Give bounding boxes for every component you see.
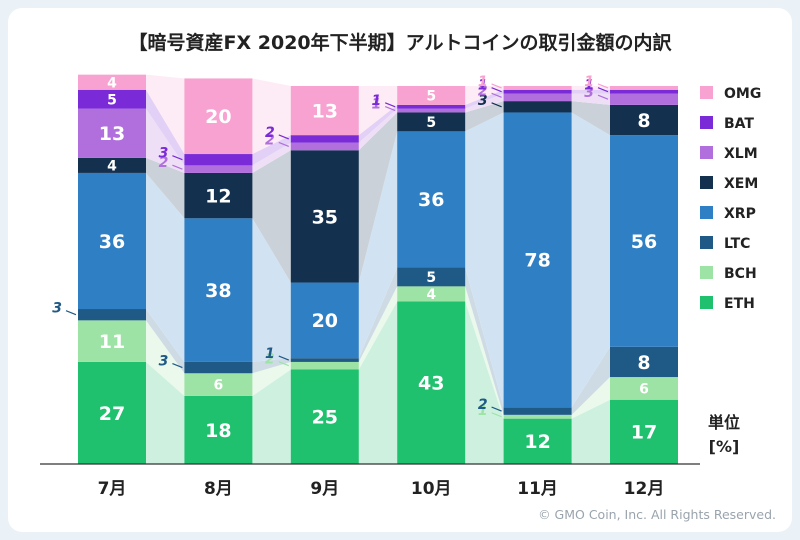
value-label-eth-6: 17	[631, 422, 657, 444]
bar-bat-5	[504, 90, 572, 94]
legend-swatch-eth	[700, 296, 713, 309]
bar-ltc-2	[184, 362, 252, 373]
value-label-xem-1: 4	[107, 158, 117, 174]
x-tick-label-1: 7月	[98, 479, 127, 499]
legend-label-bat: BAT	[724, 116, 754, 132]
outside-label-ltc-3: 1	[265, 346, 275, 362]
unit-label-line-1: 単位	[708, 413, 740, 432]
value-label-bch-1: 11	[99, 331, 125, 353]
value-label-omg-3: 13	[312, 100, 338, 122]
outside-label-bat-4: 1	[371, 93, 381, 109]
outside-label-omg-5: 1	[478, 74, 488, 90]
legend-swatch-xrp	[700, 206, 713, 219]
value-label-xem-4: 5	[426, 115, 436, 131]
value-label-xem-2: 12	[205, 185, 231, 207]
bar-omg-6	[610, 86, 678, 90]
value-label-xem-3: 35	[312, 206, 338, 228]
legend-swatch-omg	[700, 86, 713, 99]
value-label-xrp-3: 20	[312, 310, 338, 332]
legend-label-bch: BCH	[724, 266, 757, 282]
bar-bat-6	[610, 90, 678, 94]
outside-label-ltc-1: 3	[52, 301, 62, 317]
legend-swatch-xem	[700, 176, 713, 189]
bar-bat-4	[397, 105, 465, 109]
value-label-bch-2: 6	[214, 378, 224, 394]
value-label-bch-6: 6	[639, 381, 649, 397]
outside-label-ltc-2: 3	[159, 354, 169, 370]
bar-omg-5	[504, 86, 572, 90]
value-label-eth-5: 12	[524, 431, 550, 453]
bar-xem-5	[504, 101, 572, 112]
value-label-xrp-6: 56	[631, 231, 657, 253]
bar-xlm-6	[610, 94, 678, 105]
outside-label-bat-2: 3	[159, 146, 169, 162]
legend-swatch-ltc	[700, 236, 713, 249]
bar-ltc-5	[504, 407, 572, 415]
bar-bch-5	[504, 415, 572, 419]
value-label-bch-4: 4	[426, 287, 436, 303]
bar-ltc-1	[78, 309, 146, 320]
x-tick-label-4: 10月	[411, 479, 452, 499]
value-label-ltc-4: 5	[426, 270, 436, 286]
value-label-omg-4: 5	[426, 88, 436, 104]
value-label-xlm-1: 13	[99, 123, 125, 145]
legend-label-omg: OMG	[724, 86, 761, 102]
value-label-eth-2: 18	[205, 420, 231, 442]
x-tick-label-3: 9月	[310, 479, 339, 499]
legend-label-eth: ETH	[724, 296, 755, 312]
bar-xlm-4	[397, 109, 465, 113]
legend: OMG BAT XLM XEM XRP LTC BCH ETH 単位 [%]	[700, 86, 761, 456]
x-tick-label-5: 11月	[517, 479, 558, 499]
bar-bat-2	[184, 154, 252, 165]
value-label-xrp-2: 38	[205, 280, 231, 302]
bar-xlm-5	[504, 94, 572, 102]
value-label-eth-4: 43	[418, 373, 444, 395]
legend-label-xlm: XLM	[724, 146, 758, 162]
copyright-text: © GMO Coin, Inc. All Rights Reserved.	[538, 507, 776, 522]
value-label-ltc-6: 8	[637, 352, 650, 374]
outside-label-bat-3: 2	[265, 125, 275, 141]
bar-xlm-3	[291, 143, 359, 151]
legend-label-xem: XEM	[724, 176, 758, 192]
bar-ltc-3	[291, 358, 359, 362]
outside-label-ltc-5: 2	[478, 397, 488, 413]
legend-swatch-xlm	[700, 146, 713, 159]
bar-bat-3	[291, 135, 359, 143]
legend-swatch-bch	[700, 266, 713, 279]
x-tick-label-2: 8月	[204, 479, 233, 499]
value-label-xrp-5: 78	[524, 250, 550, 272]
legend-swatch-bat	[700, 116, 713, 129]
value-label-eth-1: 27	[99, 403, 125, 425]
x-axis: 7月 8月 9月 10月 11月 12月	[40, 464, 700, 499]
value-label-xrp-4: 36	[418, 189, 444, 211]
value-label-xem-6: 8	[637, 110, 650, 132]
leader-line-ltc-1	[66, 311, 76, 315]
unit-label-line-2: [%]	[709, 437, 740, 456]
value-label-xrp-1: 36	[99, 231, 125, 253]
value-label-omg-2: 20	[205, 106, 231, 128]
value-label-bat-1: 5	[107, 92, 117, 108]
bar-bch-3	[291, 362, 359, 370]
x-tick-label-6: 12月	[624, 479, 665, 499]
legend-label-ltc: LTC	[724, 236, 750, 252]
legend-label-xrp: XRP	[724, 206, 756, 222]
value-label-omg-1: 4	[107, 75, 117, 91]
value-label-eth-3: 25	[312, 407, 338, 429]
outside-label-omg-6: 1	[584, 74, 594, 90]
bar-xlm-2	[184, 165, 252, 173]
